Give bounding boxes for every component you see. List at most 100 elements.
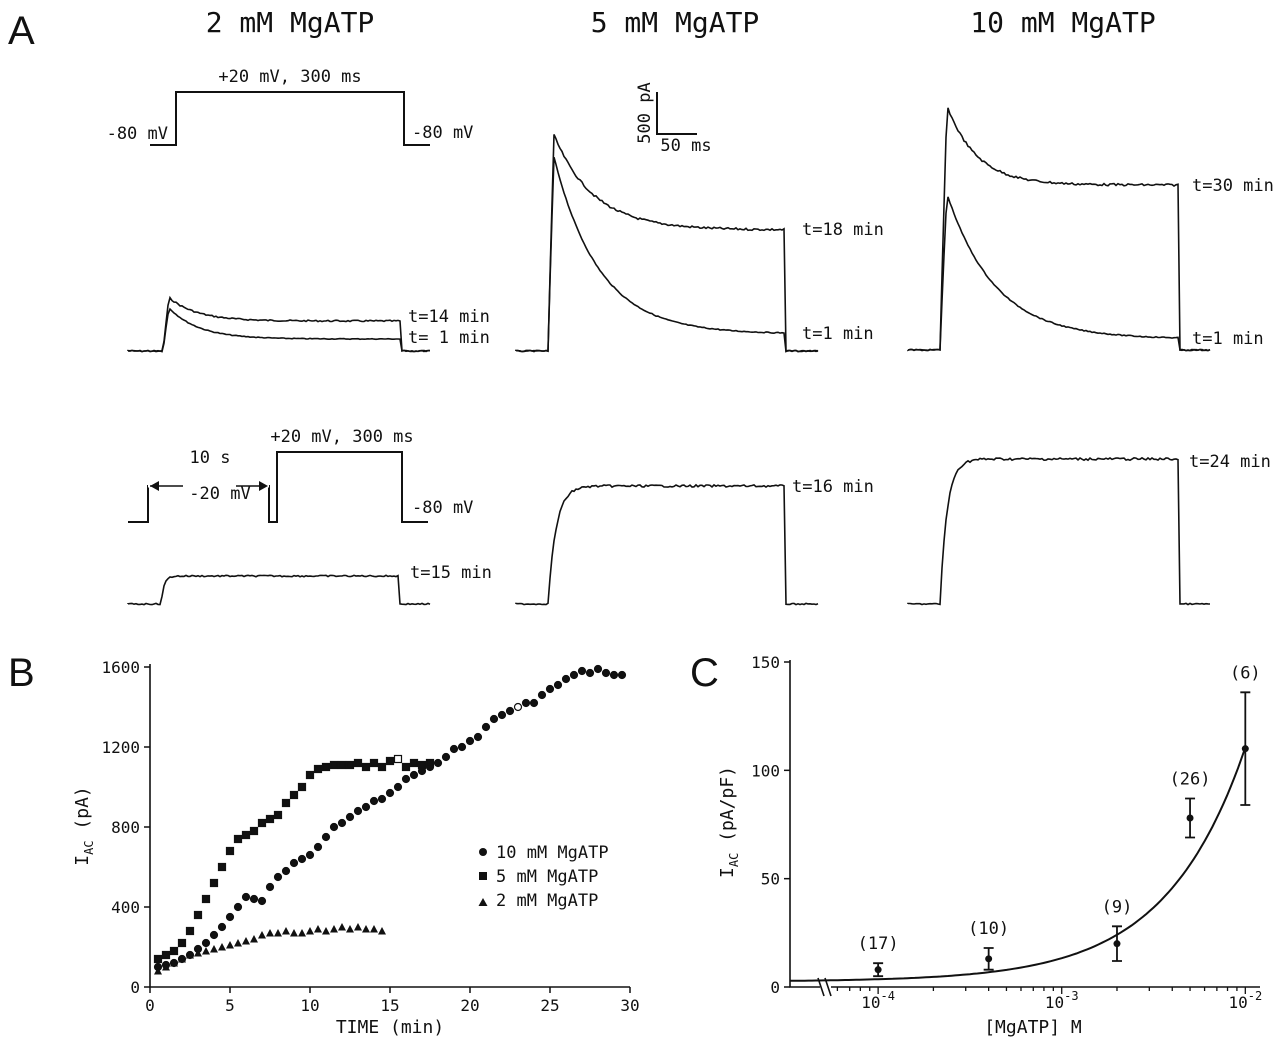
b-point-square: [289, 790, 299, 800]
trace-label-10mm-bottom: t=24 min: [1189, 452, 1271, 472]
b-point-square: [161, 950, 171, 960]
b-point-circle: [265, 882, 275, 892]
b-point-circle: [353, 806, 363, 816]
b-point-triangle: [170, 959, 178, 967]
b-point-square: [225, 846, 235, 856]
b-point-square: [305, 770, 315, 780]
b-point-circle: [233, 902, 243, 912]
b-point-circle: [433, 758, 443, 768]
c-ytick-label: 50: [761, 870, 780, 889]
b-point-circle: [473, 732, 483, 742]
protocol-hold-right-bottom: -80 mV: [412, 498, 473, 518]
panel-c-ticks: 0 50 100 150 10-4 10-3 10-2: [751, 653, 1262, 1012]
panel-b-chart: 0 5 10 15 20 25 30 0 400 800 1200 1600 TIME (min) I…: [72, 658, 640, 1038]
b-point-circle: [521, 698, 531, 708]
trace-2mm-prepulse: [127, 574, 431, 606]
trace-label-2mm-early: t= 1 min: [408, 328, 490, 348]
trace-label-5mm-early: t=1 min: [802, 324, 874, 344]
protocol-hold-right: -80 mV: [412, 123, 473, 143]
col-title-10mm: 10 mM MgATP: [970, 6, 1155, 39]
b-point-circle: [489, 714, 499, 724]
b-point-triangle: [322, 927, 330, 935]
b-point-triangle: [162, 963, 170, 971]
panel-b-ticks: 0 5 10 15 20 25 30 0 400 800 1200 1600: [101, 658, 639, 1015]
b-point-triangle: [282, 927, 290, 935]
b-point-circle: [249, 894, 259, 904]
b-point-triangle: [202, 947, 210, 955]
b-xtick-label: 20: [460, 996, 479, 1015]
scale-bar: [656, 92, 697, 135]
protocol-step-label: +20 mV, 300 ms: [218, 67, 361, 87]
legend-marker-5mm: [479, 872, 487, 880]
c-ytick-label: 150: [751, 653, 780, 672]
c-n-label: (6): [1230, 663, 1261, 683]
b-point-square: [153, 954, 163, 964]
b-point-square: [361, 762, 371, 772]
b-point-square: [201, 894, 211, 904]
col-title-5mm: 5 mM MgATP: [591, 6, 760, 39]
b-point-circle: [609, 670, 619, 680]
trace-label-10mm-late: t=30 min: [1192, 176, 1274, 196]
b-point-square: [265, 814, 275, 824]
b-point-square: [337, 760, 347, 770]
b-point-circle: [361, 802, 371, 812]
b-point-circle: [545, 684, 555, 694]
b-point-circle: [537, 690, 547, 700]
b-point-circle: [209, 930, 219, 940]
b-point-circle: [601, 668, 611, 678]
b-point-square: [417, 760, 427, 770]
b-point-circle: [225, 912, 235, 922]
trace-5mm-early: [515, 156, 819, 353]
b-point-square: [401, 762, 411, 772]
b-point-circle: [369, 796, 379, 806]
b-point-circle: [465, 736, 475, 746]
prepulse-time: 10 s: [190, 448, 231, 468]
b-point-circle: [241, 892, 251, 902]
b-xtick-label: 5: [225, 996, 235, 1015]
b-ytick-label: 0: [130, 978, 140, 997]
panel-c-y-axis: [789, 660, 820, 988]
c-xtick-label: 10-3: [1045, 989, 1079, 1012]
c-xtick-label: 10-2: [1228, 989, 1262, 1012]
b-point-circle: [305, 850, 315, 860]
b-point-square: [185, 926, 195, 936]
panel-a-letter: A: [8, 9, 35, 53]
b-point-circle: [273, 872, 283, 882]
b-point-circle: [449, 744, 459, 754]
b-point-triangle: [250, 935, 258, 943]
b-ytick-label: 1200: [101, 738, 140, 757]
c-n-label: (26): [1170, 770, 1211, 790]
b-xtick-label: 15: [380, 996, 399, 1015]
b-point-circle: [569, 670, 579, 680]
panel-c-fit-curve: [790, 747, 1247, 982]
voltage-protocol-bottom: [128, 451, 428, 523]
trace-10mm-early: [907, 196, 1211, 352]
b-point-circle: [513, 702, 523, 712]
b-point-circle: [561, 674, 571, 684]
b-point-square: [297, 782, 307, 792]
b-point-circle: [497, 710, 507, 720]
b-point-circle: [617, 670, 627, 680]
trace-10mm-prepulse: [907, 456, 1211, 606]
protocol-step-label-bottom: +20 mV, 300 ms: [270, 427, 413, 447]
c-point: [1186, 814, 1194, 822]
b-point-circle: [585, 668, 595, 678]
b-point-square: [313, 764, 323, 774]
b-point-square: [321, 762, 331, 772]
legend-2mm: 2 mM MgATP: [496, 891, 598, 911]
c-ytick-label: 0: [770, 978, 780, 997]
legend-10mm: 10 mM MgATP: [496, 843, 609, 863]
b-xtick-label: 30: [620, 996, 639, 1015]
b-point-square: [193, 910, 203, 920]
b-xtick-label: 10: [300, 996, 319, 1015]
b-point-circle: [401, 774, 411, 784]
b-point-square: [257, 818, 267, 828]
trace-2mm-late: [127, 295, 430, 353]
b-point-circle: [201, 938, 211, 948]
b-point-circle: [281, 866, 291, 876]
col-title-2mm: 2 mM MgATP: [206, 6, 375, 39]
trace-label-10mm-early: t=1 min: [1192, 329, 1264, 349]
b-point-circle: [577, 666, 587, 676]
scale-bar-current: 500 pA: [635, 82, 655, 143]
